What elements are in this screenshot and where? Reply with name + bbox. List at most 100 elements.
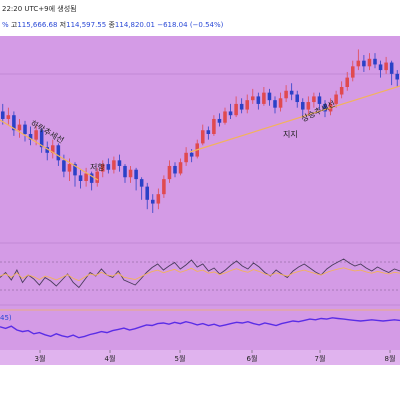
low-value: 114,597.55	[66, 21, 107, 29]
candle-body	[28, 134, 33, 140]
candle-body	[367, 58, 372, 67]
downtrend-line	[0, 119, 99, 181]
candle	[28, 126, 33, 146]
candle-body	[73, 164, 77, 176]
candle-body	[234, 103, 238, 116]
candle-body	[12, 115, 16, 131]
candle-body	[184, 152, 188, 163]
indicator-label: 45)	[0, 314, 12, 322]
candle-body	[239, 103, 244, 110]
candle	[128, 165, 133, 183]
candle-body	[106, 164, 111, 170]
candle-body	[389, 62, 394, 74]
x-tick-label: 3월	[35, 354, 46, 363]
candle-body	[78, 175, 83, 181]
candle-body	[51, 145, 55, 153]
candle-body	[112, 160, 116, 170]
candle	[389, 60, 394, 86]
annotation-resistance: 저항	[90, 163, 105, 172]
oscillator-signal-line	[0, 267, 400, 282]
candle	[134, 167, 138, 191]
candle	[167, 160, 172, 183]
candle-body	[334, 94, 338, 104]
candle-body	[134, 169, 138, 180]
ohlc-prefix: %	[2, 21, 9, 29]
x-tick-label: 5월	[175, 354, 186, 363]
candle-body	[295, 94, 299, 103]
candle	[95, 167, 99, 187]
candle-body	[156, 194, 161, 204]
candle-body	[384, 62, 388, 71]
high-value: 115,666.68	[17, 21, 58, 29]
candle	[312, 92, 316, 108]
x-tick-label: 7월	[315, 354, 326, 363]
candle	[23, 120, 27, 142]
candle-body	[1, 111, 5, 119]
uptrend-line	[189, 85, 400, 153]
x-tick-label: 4월	[105, 354, 116, 363]
candle	[356, 49, 361, 71]
x-tick-label: 6월	[247, 354, 258, 363]
candle-body	[89, 173, 94, 183]
candle-body	[323, 103, 327, 112]
candle-body	[145, 186, 149, 200]
candle	[51, 139, 55, 159]
candle	[45, 141, 49, 161]
candle-body	[273, 100, 277, 108]
change-value: −618.04 (−0.54%)	[157, 21, 224, 29]
candle	[178, 158, 183, 176]
candle	[84, 167, 88, 187]
candle	[367, 53, 372, 71]
candle-body	[267, 92, 272, 101]
candle-body	[67, 164, 72, 172]
candle	[201, 124, 205, 146]
candle	[395, 70, 399, 87]
candle	[262, 87, 266, 106]
candle	[301, 98, 305, 116]
candle-body	[373, 58, 377, 65]
candle	[123, 164, 127, 183]
candle	[323, 100, 327, 118]
candle-body	[284, 90, 288, 99]
candles-group	[1, 49, 399, 213]
candle-body	[278, 98, 283, 108]
candle	[278, 92, 283, 112]
candle-body	[101, 164, 105, 172]
candle	[162, 175, 166, 198]
chart-header-created: 22:20 UTC+9에 생성됨	[2, 4, 77, 14]
candle-body	[95, 171, 99, 183]
created-timestamp: 22:20 UTC+9에 생성됨	[2, 5, 77, 13]
candle-body	[62, 160, 66, 172]
candle-body	[6, 115, 11, 119]
candle-body	[84, 173, 88, 181]
candle-body	[378, 64, 383, 71]
candle-body	[167, 165, 172, 180]
candle-body	[256, 96, 261, 104]
candle	[345, 71, 349, 91]
chart-header-ohlc: % 고115,666.68 저114,597.55 종114,820.01 −6…	[2, 20, 223, 30]
candle-body	[251, 96, 255, 101]
candle	[295, 90, 299, 108]
candle	[78, 169, 83, 189]
candle	[267, 88, 272, 106]
candle	[251, 88, 255, 104]
oscillator-group	[0, 258, 400, 289]
candle-body	[34, 130, 38, 140]
candle-body	[317, 96, 322, 104]
candle	[206, 126, 211, 140]
candle-body	[173, 165, 177, 174]
candle-body	[45, 147, 49, 153]
strength-line	[0, 317, 400, 339]
candle-body	[201, 130, 205, 144]
candle	[351, 60, 355, 82]
close-value: 114,820.01	[114, 21, 155, 29]
candle-body	[189, 152, 194, 157]
candle	[101, 160, 105, 178]
candle	[151, 194, 155, 213]
candle-body	[356, 60, 361, 67]
candle	[223, 107, 227, 125]
candle-body	[162, 179, 166, 195]
candle-body	[212, 118, 216, 134]
